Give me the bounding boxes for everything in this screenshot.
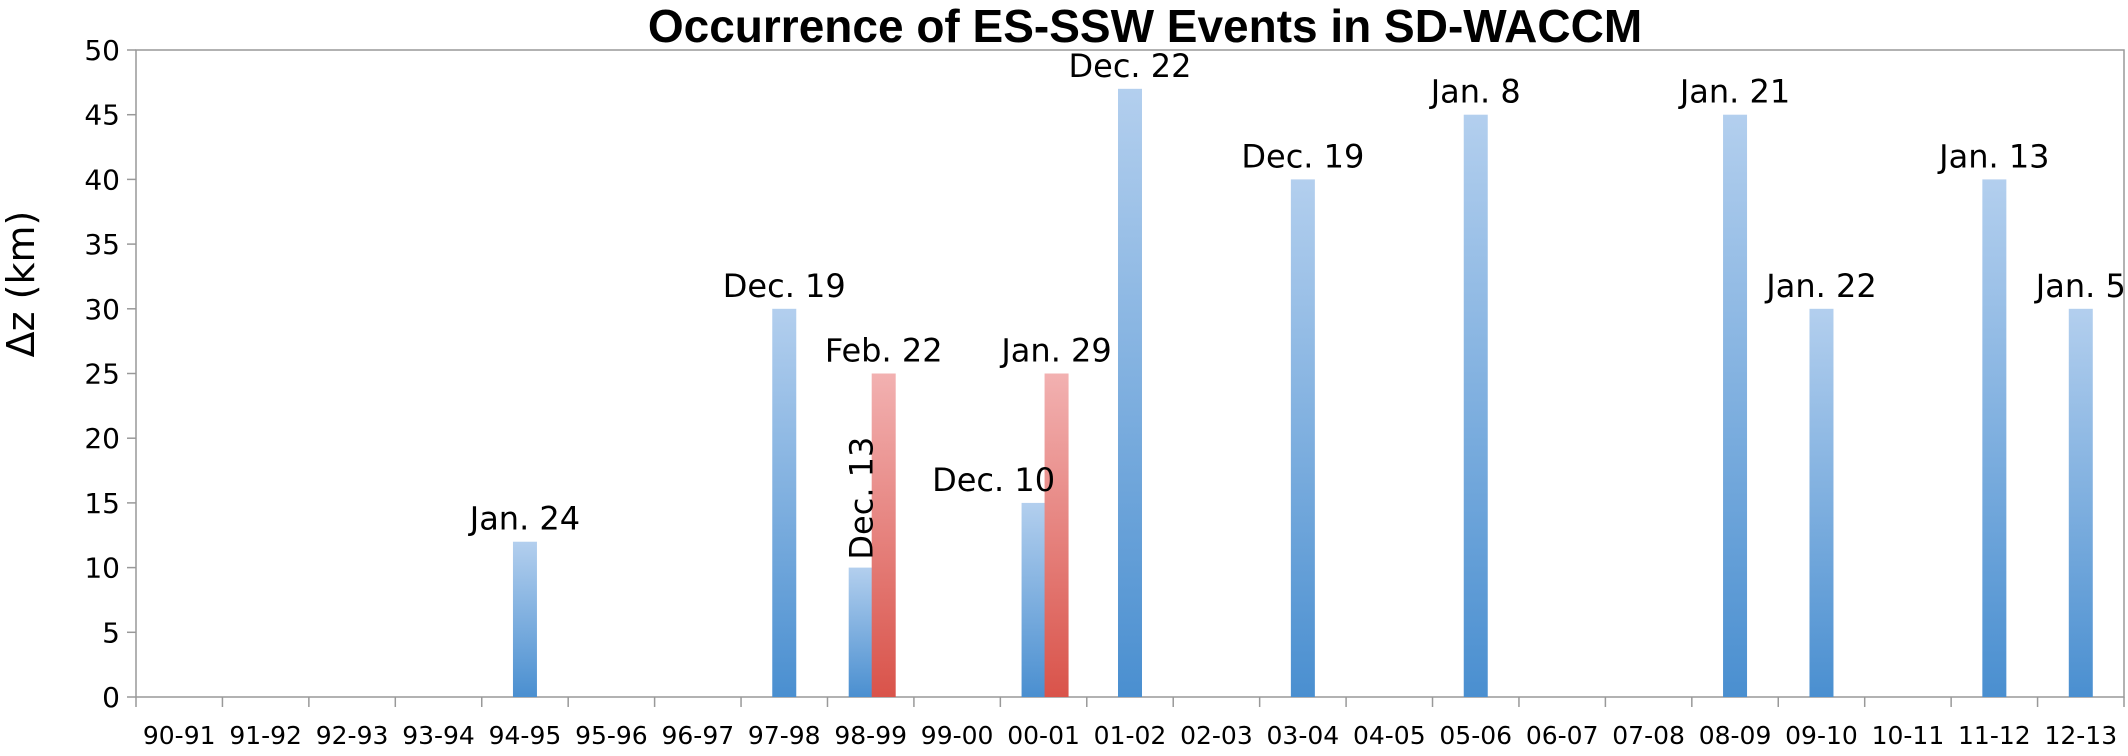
x-tick-label: 98-99 bbox=[834, 721, 907, 750]
bar-11-12-blue bbox=[1982, 179, 2007, 697]
y-tick-label: 10 bbox=[84, 552, 120, 585]
y-tick-label: 40 bbox=[84, 163, 120, 196]
x-axis: 90-91 91-92 92-93 93-94 94-95 95-96 96-97 97-98… bbox=[135, 697, 2125, 750]
data-labels: Jan. 24 Dec. 19 Dec. 13 Feb. 22 Dec. 10 Jan. … bbox=[468, 47, 2126, 560]
y-tick-label: 0 bbox=[102, 681, 120, 714]
bar-series bbox=[512, 88, 2093, 697]
x-tick-label: 06-07 bbox=[1526, 721, 1599, 750]
x-tick-label: 93-94 bbox=[402, 721, 475, 750]
x-tick-label: 94-95 bbox=[489, 721, 562, 750]
bar-01-02-blue bbox=[1118, 88, 1142, 697]
data-label: Jan. 5 bbox=[2034, 267, 2126, 305]
x-tick-label: 09-10 bbox=[1785, 721, 1858, 750]
x-tick-label: 05-06 bbox=[1439, 721, 1512, 750]
bar-98-99-blue bbox=[848, 567, 873, 697]
data-label: Jan. 13 bbox=[1937, 137, 2049, 175]
data-label: Dec. 19 bbox=[723, 267, 846, 305]
data-label: Feb. 22 bbox=[825, 332, 943, 370]
bar-94-95-blue bbox=[512, 541, 537, 697]
x-tick-label: 01-02 bbox=[1094, 721, 1167, 750]
y-axis: 0 5 10 15 20 25 30 35 40 45 50 bbox=[84, 34, 136, 714]
x-tick-label: 92-93 bbox=[316, 721, 389, 750]
y-tick-label: 35 bbox=[84, 228, 120, 261]
bar-00-01-red bbox=[1044, 373, 1069, 697]
x-tick-label: 11-12 bbox=[1958, 721, 2031, 750]
bar-97-98-blue bbox=[772, 308, 797, 697]
data-label: Dec. 10 bbox=[932, 461, 1055, 499]
x-tick-label: 00-01 bbox=[1007, 721, 1080, 750]
x-tick-label: 10-11 bbox=[1872, 721, 1945, 750]
bar-03-04-blue bbox=[1290, 179, 1315, 697]
y-tick-label: 25 bbox=[84, 358, 120, 391]
data-label: Jan. 22 bbox=[1764, 267, 1876, 305]
y-tick-label: 20 bbox=[84, 422, 120, 455]
data-label: Jan. 8 bbox=[1429, 73, 1521, 111]
data-label: Dec. 13 bbox=[843, 437, 881, 560]
y-tick-label: 50 bbox=[84, 34, 120, 67]
y-tick-label: 30 bbox=[84, 293, 120, 326]
bar-09-10-blue bbox=[1809, 308, 1834, 697]
bar-08-09-blue bbox=[1723, 114, 1748, 697]
x-tick-label: 02-03 bbox=[1180, 721, 1253, 750]
y-tick-label: 15 bbox=[84, 487, 120, 520]
data-label: Jan. 21 bbox=[1678, 73, 1790, 111]
bar-05-06-blue bbox=[1463, 114, 1488, 697]
x-tick-label: 03-04 bbox=[1267, 721, 1340, 750]
data-label: Dec. 22 bbox=[1069, 47, 1192, 85]
data-label: Jan. 29 bbox=[999, 332, 1111, 370]
x-tick-label: 95-96 bbox=[575, 721, 648, 750]
y-tick-label: 5 bbox=[102, 616, 120, 649]
bar-12-13-blue bbox=[2068, 308, 2093, 697]
x-tick-label: 91-92 bbox=[229, 721, 302, 750]
bar-00-01-blue bbox=[1021, 502, 1046, 697]
x-tick-label: 96-97 bbox=[661, 721, 734, 750]
x-tick-label: 12-13 bbox=[2044, 721, 2117, 750]
x-tick-label: 08-09 bbox=[1699, 721, 1772, 750]
x-tick-label: 04-05 bbox=[1353, 721, 1426, 750]
x-tick-label: 99-00 bbox=[921, 721, 994, 750]
x-tick-label: 07-08 bbox=[1612, 721, 1685, 750]
chart-title: Occurrence of ES-SSW Events in SD-WACCM bbox=[648, 0, 1642, 52]
y-axis-label: Δz (km) bbox=[0, 211, 43, 358]
y-tick-label: 45 bbox=[84, 99, 120, 132]
data-label: Dec. 19 bbox=[1241, 137, 1364, 175]
data-label: Jan. 24 bbox=[468, 500, 580, 538]
x-tick-label: 97-98 bbox=[748, 721, 821, 750]
bar-98-99-red bbox=[871, 373, 896, 697]
x-tick-label: 90-91 bbox=[143, 721, 216, 750]
